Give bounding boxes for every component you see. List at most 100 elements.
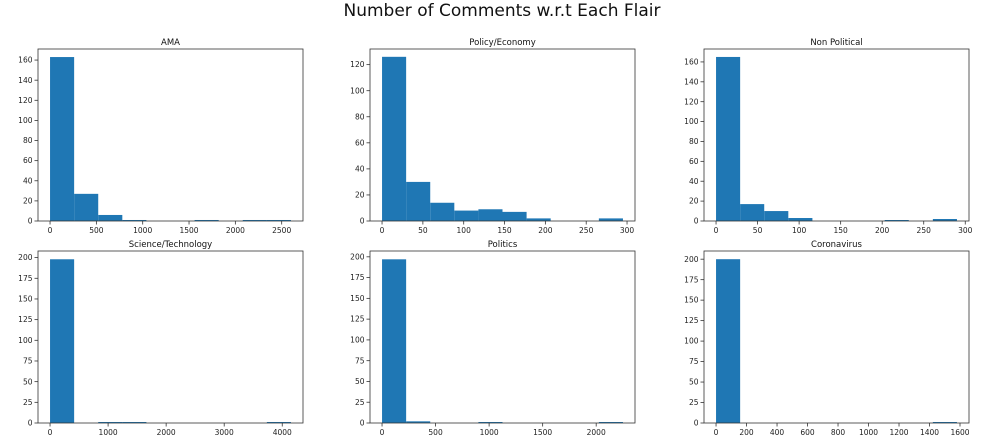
y-tick-label: 20 [689, 197, 699, 206]
x-tick-label: 50 [753, 226, 763, 235]
y-tick-label: 50 [23, 377, 33, 386]
y-tick-label: 0 [694, 217, 699, 226]
y-tick-label: 125 [350, 315, 365, 324]
figure-title: Number of Comments w.r.t Each Flair [343, 1, 661, 21]
x-tick-label: 2000 [157, 428, 176, 437]
y-tick-label: 0 [28, 217, 33, 226]
histogram-bar [598, 422, 623, 423]
x-tick-label: 0 [48, 428, 53, 437]
y-tick-label: 0 [694, 419, 699, 428]
y-tick-label: 140 [18, 76, 33, 85]
histogram-1: AMA 0 500 1000 1500 2000 2500 0 20 40 60 80 100 120 14… [18, 38, 304, 235]
histogram-bar [122, 219, 147, 221]
histogram-bar [740, 204, 765, 221]
x-tick-label: 1000 [859, 428, 878, 437]
subplot-title: Policy/Economy [469, 38, 535, 48]
y-tick-label: 150 [350, 294, 365, 303]
x-tick-label: 500 [428, 428, 443, 437]
x-tick-label: 1000 [99, 428, 118, 437]
histogram-bar [884, 220, 909, 221]
histogram-bar [478, 422, 503, 423]
x-tick-label: 0 [380, 226, 385, 235]
histogram-bar [242, 219, 267, 221]
x-tick-label: 0 [714, 428, 719, 437]
y-tick-label: 75 [689, 357, 699, 366]
axes-frame [369, 48, 636, 222]
x-tick-label: 2500 [272, 226, 291, 235]
y-tick-label: 75 [23, 357, 33, 366]
y-tick-label: 150 [684, 296, 699, 305]
y-tick-label: 80 [355, 112, 365, 121]
y-tick-label: 125 [684, 316, 699, 325]
x-tick-label: 1600 [950, 428, 969, 437]
axes-frame [37, 250, 304, 424]
histogram-4: Science/Technology 0 1000 2000 3000 4000 0 25 50… [18, 240, 304, 437]
y-tick-label: 60 [689, 157, 699, 166]
x-tick-label: 200 [538, 226, 553, 235]
histogram-bar [98, 422, 123, 423]
axes-frame [703, 250, 970, 424]
x-tick-label: 250 [579, 226, 594, 235]
x-tick-label: 0 [380, 428, 385, 437]
y-tick-label: 25 [23, 398, 33, 407]
y-tick-label: 60 [23, 156, 33, 165]
histogram-bar [266, 422, 291, 423]
y-tick-label: 200 [350, 252, 365, 261]
histogram-bar [764, 211, 789, 221]
y-tick-label: 200 [684, 255, 699, 264]
histogram-bar [74, 193, 99, 221]
y-tick-label: 80 [689, 137, 699, 146]
x-tick-label: 200 [739, 428, 754, 437]
x-tick-label: 1500 [179, 226, 198, 235]
y-tick-label: 0 [28, 419, 33, 428]
x-tick-label: 500 [89, 226, 104, 235]
histogram-bar [50, 259, 75, 423]
histogram-bar [98, 214, 123, 221]
histogram-2: Policy/Economy 0 50 100 150 200 250 300 0 20 40 60 8… [350, 38, 636, 235]
histogram-bar [526, 218, 551, 221]
x-tick-label: 100 [792, 226, 807, 235]
histogram-3: Non Political 0 50 100 150 200 250 300 0 20 40 60 80… [684, 38, 973, 235]
y-tick-label: 80 [23, 136, 33, 145]
y-tick-label: 120 [350, 60, 365, 69]
histogram-bar [382, 259, 407, 423]
x-tick-label: 300 [958, 226, 973, 235]
histogram-bar [478, 209, 503, 221]
x-tick-label: 2000 [587, 428, 606, 437]
histogram-bar [716, 56, 741, 221]
x-tick-label: 200 [875, 226, 890, 235]
histogram-bar [406, 181, 431, 221]
x-tick-label: 600 [800, 428, 815, 437]
y-tick-label: 120 [18, 96, 33, 105]
x-tick-label: 1200 [889, 428, 908, 437]
histogram-5: Politics 0 500 1000 1500 2000 0 25 50 75 100 125 150… [350, 240, 636, 437]
y-tick-label: 160 [684, 58, 699, 67]
subplot-title: Science/Technology [129, 240, 212, 250]
y-tick-label: 100 [350, 86, 365, 95]
y-tick-label: 40 [689, 177, 699, 186]
y-tick-label: 25 [355, 398, 365, 407]
x-tick-label: 3000 [215, 428, 234, 437]
subplot-title: Non Political [810, 38, 862, 48]
x-tick-label: 150 [833, 226, 848, 235]
axes-frame [37, 48, 304, 222]
histogram-bar [932, 422, 957, 423]
y-tick-label: 160 [18, 56, 33, 65]
x-tick-label: 1400 [920, 428, 939, 437]
y-tick-label: 50 [355, 377, 365, 386]
histogram-bar [430, 202, 455, 221]
y-tick-label: 25 [689, 398, 699, 407]
histogram-bar [454, 210, 479, 221]
x-tick-label: 1000 [480, 428, 499, 437]
y-tick-label: 75 [355, 356, 365, 365]
histogram-bar [502, 211, 527, 221]
y-tick-label: 20 [355, 191, 365, 200]
x-tick-label: 250 [917, 226, 932, 235]
x-tick-label: 1000 [133, 226, 152, 235]
y-tick-label: 150 [18, 295, 33, 304]
histogram-bar [788, 218, 813, 221]
y-tick-label: 100 [18, 336, 33, 345]
y-tick-label: 125 [18, 315, 33, 324]
histogram-bar [266, 219, 291, 221]
